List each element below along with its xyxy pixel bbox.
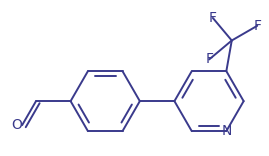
- Text: N: N: [221, 124, 232, 138]
- Text: F: F: [209, 11, 217, 25]
- Text: F: F: [205, 52, 213, 66]
- Text: O: O: [12, 118, 22, 132]
- Text: F: F: [253, 19, 261, 33]
